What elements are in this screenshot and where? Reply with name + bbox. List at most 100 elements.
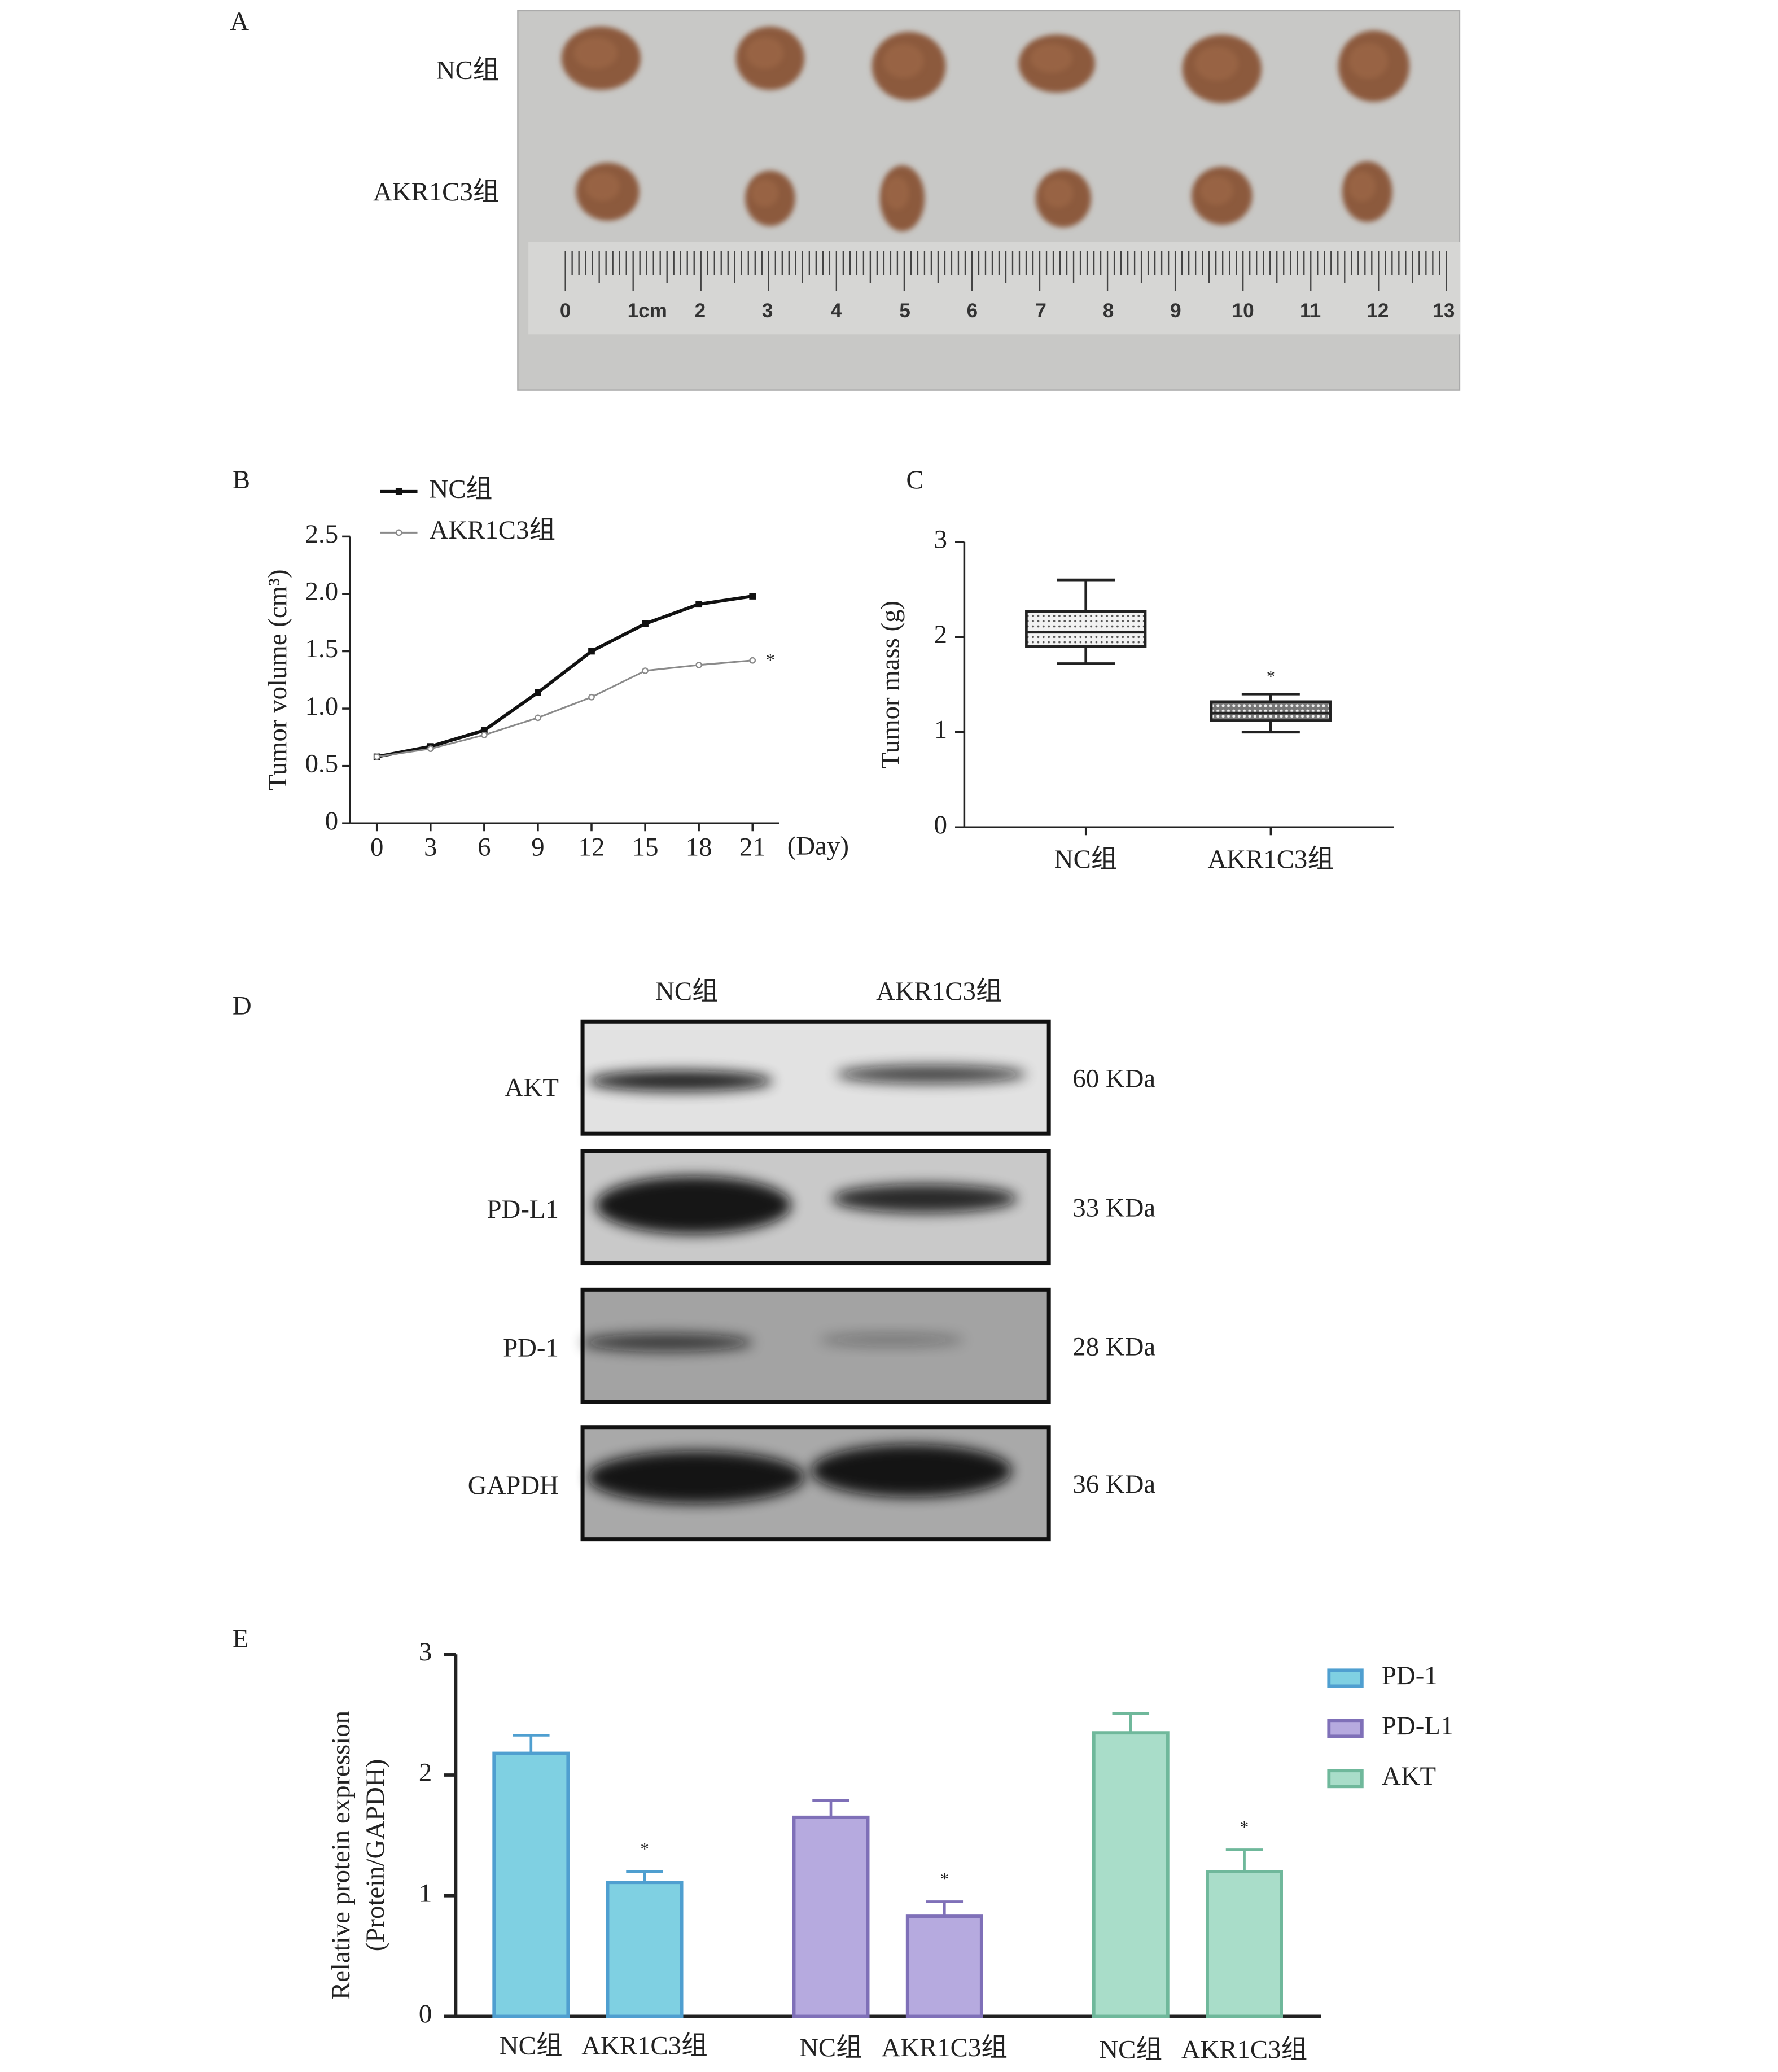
y-tick-label: 0 — [325, 806, 338, 836]
annotation: * — [766, 650, 775, 671]
row-label: AKR1C3组 — [373, 177, 500, 207]
legend-swatch — [1327, 1769, 1364, 1789]
tumor-highlight — [746, 37, 784, 69]
legend-label: AKR1C3组 — [430, 515, 556, 545]
y-tick-label: 1.5 — [305, 634, 339, 663]
band — [595, 1176, 791, 1235]
marker — [481, 731, 488, 738]
bar — [1206, 1870, 1283, 2018]
tumor-highlight — [1199, 176, 1233, 205]
box — [1210, 700, 1332, 722]
marker — [588, 648, 595, 655]
x-tick-label: 12 — [579, 833, 605, 862]
x-tick-label: AKR1C3组 — [581, 2031, 708, 2060]
band — [581, 1333, 753, 1352]
x-tick-label: 21 — [739, 833, 766, 862]
line — [376, 659, 753, 758]
marker — [695, 601, 702, 608]
x-axis-label: (Day) — [787, 831, 849, 860]
legend-swatch — [1327, 1719, 1364, 1738]
panel-label: E — [233, 1624, 249, 1654]
panel-label: B — [233, 465, 250, 495]
x-tick-label: AKR1C3组 — [1181, 2035, 1308, 2064]
legend-label: PD-L1 — [1382, 1711, 1453, 1741]
row-label: GAPDH — [468, 1471, 559, 1500]
y-tick-label: 0 — [419, 1999, 432, 2029]
marker — [535, 689, 541, 696]
tumor-highlight — [1043, 178, 1074, 208]
panel-label: A — [230, 7, 249, 36]
x-tick-label: NC组 — [1054, 845, 1118, 874]
marker — [695, 662, 702, 668]
tumor-highlight — [585, 172, 620, 201]
y-tick-label: 1.0 — [305, 692, 339, 721]
y-axis-label: (Protein/GAPDH) — [361, 1759, 390, 1952]
legend-swatch — [1327, 1668, 1364, 1688]
ruler-label: 9 — [1170, 300, 1181, 322]
tumor-highlight — [1348, 171, 1376, 202]
y-tick-label: 3 — [419, 1637, 432, 1667]
marker — [588, 693, 595, 701]
x-tick-label: NC组 — [799, 2033, 862, 2062]
ruler-label: 4 — [831, 300, 842, 322]
annotation: * — [640, 1839, 649, 1859]
column-label: NC组 — [655, 977, 719, 1006]
legend-marker — [395, 529, 402, 536]
band — [588, 1070, 773, 1092]
x-tick-label: AKR1C3组 — [1208, 845, 1334, 874]
marker — [642, 667, 649, 674]
annotation: * — [940, 1869, 949, 1889]
annotation: * — [1267, 667, 1275, 686]
marker — [373, 753, 380, 760]
box — [1025, 610, 1147, 648]
marker — [535, 714, 541, 722]
ruler-label: 6 — [967, 300, 978, 322]
size-label: 33 KDa — [1072, 1194, 1155, 1223]
x-tick-label: 3 — [424, 833, 437, 862]
y-tick-label: 3 — [934, 524, 947, 554]
tumor-highlight — [883, 43, 924, 78]
y-tick-label: 0.5 — [305, 749, 339, 778]
x-tick-label: 6 — [478, 833, 491, 862]
bar — [492, 1751, 570, 2018]
y-tick-label: 0 — [934, 810, 947, 840]
x-tick-label: 0 — [370, 833, 383, 862]
bar — [905, 1914, 983, 2018]
marker — [427, 745, 434, 753]
ruler-label: 10 — [1232, 300, 1254, 322]
legend-label: AKT — [1382, 1761, 1436, 1791]
ruler-label: 12 — [1367, 300, 1389, 322]
row-label: NC组 — [436, 56, 500, 85]
band — [832, 1184, 1018, 1213]
y-tick-label: 1 — [934, 715, 947, 744]
band — [811, 1444, 1012, 1497]
legend-marker — [395, 488, 402, 495]
y-axis-label: Tumor volume (cm³) — [263, 569, 292, 790]
band — [836, 1065, 1027, 1084]
x-tick-label: 18 — [686, 833, 712, 862]
tumor-highlight — [1194, 46, 1239, 81]
legend-label: NC组 — [430, 475, 493, 504]
x-tick-label: NC组 — [1099, 2035, 1162, 2064]
legend-label: PD-1 — [1382, 1661, 1438, 1690]
tumor-highlight — [573, 37, 618, 69]
ruler-label: 1cm — [628, 300, 667, 322]
ruler-label: 7 — [1035, 300, 1046, 322]
x-tick-label: NC组 — [500, 2031, 563, 2060]
marker — [749, 657, 756, 664]
ruler-label: 8 — [1103, 300, 1114, 322]
y-tick-label: 2.5 — [305, 519, 339, 549]
marker — [749, 593, 756, 600]
y-tick-label: 2 — [934, 620, 947, 649]
band — [818, 1333, 965, 1347]
ruler-label: 3 — [762, 300, 773, 322]
x-tick-label: 9 — [531, 833, 544, 862]
ruler-label: 11 — [1300, 300, 1321, 322]
panel-label: D — [233, 991, 252, 1021]
row-label: PD-1 — [503, 1334, 559, 1363]
column-label: AKR1C3组 — [876, 977, 1002, 1006]
y-axis-label: Relative protein expression — [326, 1711, 356, 2000]
panel-label: C — [906, 465, 923, 495]
bar — [606, 1881, 684, 2018]
